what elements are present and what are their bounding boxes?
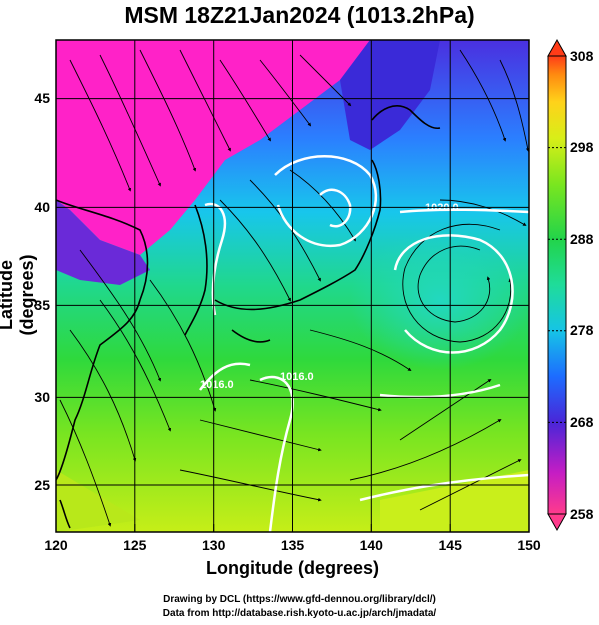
colorbar: 308 298 288 278 268 258 xyxy=(547,38,594,532)
y-tick-30: 30 xyxy=(34,389,50,405)
map-title: MSM 18Z21Jan2024 (1013.2hPa) xyxy=(124,2,475,28)
x-tick-150: 150 xyxy=(517,537,541,553)
isobar-label-3: 1016.0 xyxy=(280,371,314,383)
isobars xyxy=(199,155,529,532)
y-axis-label: Latitude (degrees) xyxy=(0,254,37,336)
colorbar-min-arrow xyxy=(547,513,567,532)
y-tick-35: 35 xyxy=(34,297,50,313)
credit-drawing: Drawing by DCL (https://www.gfd-dennou.o… xyxy=(163,594,436,605)
x-tick-140: 140 xyxy=(360,537,384,553)
x-tick-125: 125 xyxy=(123,537,147,553)
isobar-label-1: 1020.0 xyxy=(425,202,459,214)
x-tick-135: 135 xyxy=(281,537,305,553)
cold-air-fringe xyxy=(56,200,150,285)
lat-lon-grid xyxy=(56,40,529,532)
colorbar-tick-268: 268 xyxy=(570,414,594,430)
y-tick-40: 40 xyxy=(34,199,50,215)
axis-ticks xyxy=(55,524,530,532)
colorbar-tick-278: 278 xyxy=(570,322,594,338)
x-axis-label: Longitude (degrees) xyxy=(205,558,379,578)
colorbar-tick-298: 298 xyxy=(570,139,594,155)
northern-cold-region xyxy=(340,40,440,150)
y-tick-45: 45 xyxy=(34,90,50,106)
x-tick-120: 120 xyxy=(44,537,68,553)
isobar-label-2: 1016.0 xyxy=(200,379,234,391)
colorbar-tick-258: 258 xyxy=(570,506,594,522)
colorbar-tick-288: 288 xyxy=(570,231,594,247)
coastlines xyxy=(56,105,441,529)
colorbar-tick-308: 308 xyxy=(570,48,594,64)
colorbar-scale xyxy=(547,55,567,515)
credit-data: Data from http://database.rish.kyoto-u.a… xyxy=(162,608,437,619)
x-tick-130: 130 xyxy=(202,537,226,553)
map-plot-area: 1020.0 1016.0 1016.0 xyxy=(56,40,529,532)
colorbar-max-arrow xyxy=(547,38,567,57)
x-tick-145: 145 xyxy=(439,537,463,553)
y-tick-25: 25 xyxy=(34,477,50,493)
